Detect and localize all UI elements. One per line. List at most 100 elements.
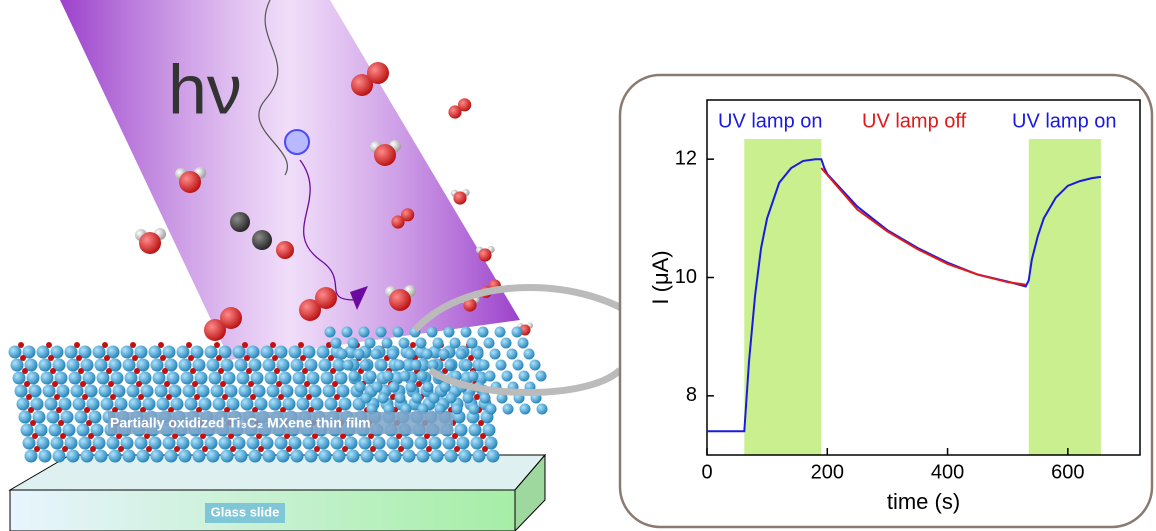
atom [270,342,276,348]
atom [46,342,52,348]
atom [222,394,228,400]
atom [382,338,393,349]
atom [406,382,417,393]
atom [56,407,62,413]
atom [48,355,54,361]
atom [102,342,108,348]
atom [453,191,466,204]
atom [389,289,411,311]
atom [374,144,396,166]
shaded-region [1029,139,1101,455]
atom [50,368,56,374]
atom [456,349,467,360]
atom [417,371,428,382]
atom [503,404,514,415]
atom [501,338,512,349]
atom [138,394,144,400]
atom [18,342,24,348]
electron [285,130,309,154]
atom [536,371,547,382]
atom [410,342,416,348]
atom [298,342,304,348]
atom [520,404,531,415]
atom [123,450,136,463]
atom [106,368,112,374]
atom [30,420,36,426]
atom [252,230,272,250]
atom [348,338,359,349]
annotation: UV lamp off [862,110,967,132]
atom [469,404,480,415]
x-tick-label: 0 [701,461,712,483]
atom [334,394,340,400]
atom [146,446,152,452]
x-tick-label: 400 [931,461,964,483]
atom [337,349,348,360]
atom [478,327,489,338]
x-tick-label: 600 [1051,461,1084,483]
atom [518,338,529,349]
atom [458,98,471,111]
atom [82,394,88,400]
atom [372,382,383,393]
atom [300,355,306,361]
atom [383,371,394,382]
atom [400,371,411,382]
atom [20,355,26,361]
atom [274,368,280,374]
atom [445,360,456,371]
atom [276,241,294,259]
atom [401,208,414,221]
y-tick-label: 12 [675,147,697,169]
atom [164,381,170,387]
atom [90,446,96,452]
atom [388,349,399,360]
atom [104,355,110,361]
atom [314,446,320,452]
atom [216,355,222,361]
atom [188,355,194,361]
atom [136,381,142,387]
atom [347,450,360,463]
x-axis-label: time (s) [887,489,960,514]
atom [412,393,423,404]
atom [302,368,308,374]
atom [462,360,473,371]
atom [439,349,450,360]
atom [332,381,338,387]
atom [370,446,376,452]
atom [376,327,387,338]
atom [478,248,491,261]
atom [416,381,422,387]
atom [22,368,28,374]
atom [495,327,506,338]
atom [377,360,388,371]
atom [342,446,348,452]
atom [52,381,58,387]
atom [452,404,463,415]
atom [479,360,490,371]
atom [158,342,164,348]
atom [446,393,457,404]
atom [411,360,422,371]
atom [512,327,523,338]
atom [427,327,438,338]
atom [367,62,389,84]
atom [34,446,40,452]
atom [179,171,201,193]
annotation: UV lamp on [718,110,823,132]
atom [95,450,108,463]
atom [250,394,256,400]
atom [519,371,530,382]
atom [530,360,541,371]
figure: hν Partially oxidized Ti₃C₂ MXene thin f… [0,0,1156,531]
atom [88,433,94,439]
atom [248,381,254,387]
atom [325,327,336,338]
atom [378,393,389,404]
atom [444,327,455,338]
atom [482,446,488,452]
atom [319,450,332,463]
atom [394,360,405,371]
atom [130,342,136,348]
